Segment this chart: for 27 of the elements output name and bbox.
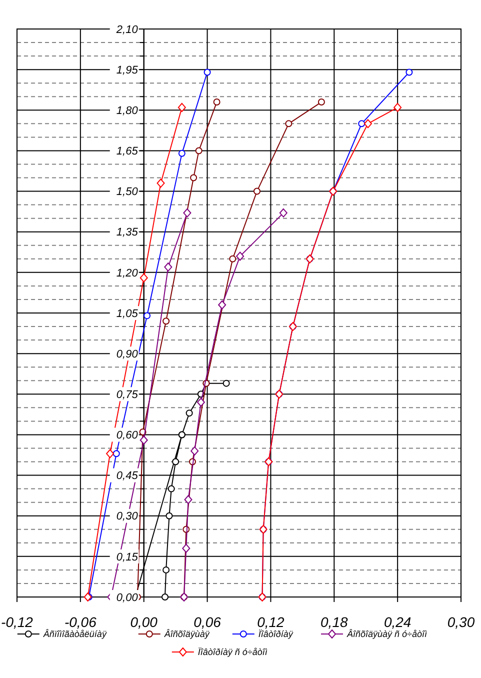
y-tick-label: 1,95: [116, 64, 139, 76]
x-tick-label: 0,24: [384, 614, 412, 630]
x-tick-label: 0,06: [194, 614, 222, 630]
x-tick-label: 0,18: [320, 614, 348, 630]
y-tick-label: 1,20: [116, 267, 139, 280]
x-tick-label: 0,30: [447, 614, 475, 630]
y-tick-label: 0,45: [116, 470, 139, 482]
y-tick-label: 1,35: [116, 226, 139, 239]
legend-label: Ïîâòîðíàÿ ñ ó÷åòîì: [198, 647, 268, 658]
y-tick-label: 0,60: [116, 430, 139, 442]
y-tick-label: 0,75: [116, 388, 139, 401]
x-tick-label: -0,06: [64, 614, 97, 630]
y-tick-label: 1,50: [116, 186, 139, 198]
legend-label: Âîñõîäÿùàÿ: [163, 629, 210, 640]
x-tick-label: -0,12: [1, 614, 34, 630]
y-tick-label: 1,80: [116, 104, 139, 117]
y-tick-label: 1,65: [116, 146, 139, 158]
x-tick-label: 0,00: [130, 614, 158, 630]
y-tick-label: 0,30: [116, 510, 139, 523]
y-tick-label: 2,10: [115, 24, 139, 36]
legend-label: Ïîâòîðíàÿ: [258, 629, 294, 640]
legend-label: Âîñõîäÿùàÿ ñ ó÷åòîì: [346, 629, 428, 640]
y-tick-label: 1,05: [116, 308, 139, 320]
y-tick-label: 0,90: [116, 348, 139, 360]
legend-label: Âñïîìîãàòåëüíàÿ: [42, 629, 107, 640]
x-tick-label: 0,12: [257, 614, 285, 630]
y-tick-label: 0,15: [116, 551, 139, 564]
